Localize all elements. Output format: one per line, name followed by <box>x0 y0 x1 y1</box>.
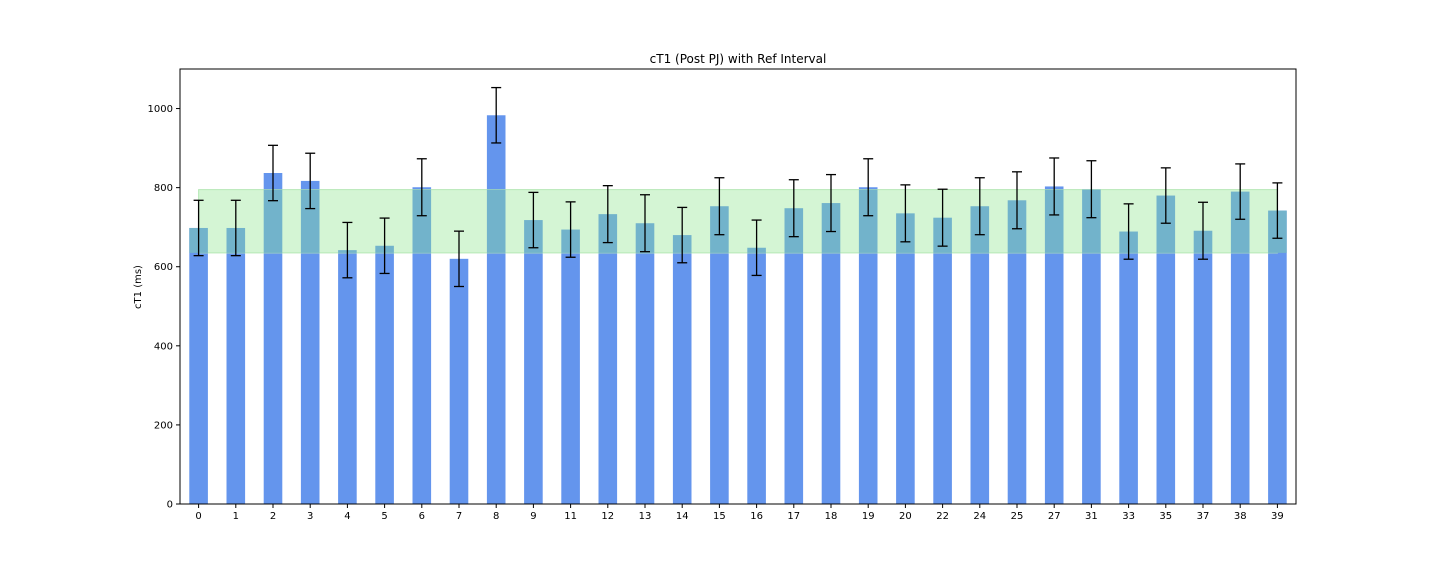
bar <box>970 206 990 505</box>
x-tick-label: 4 <box>344 511 350 522</box>
x-tick-label: 8 <box>493 511 499 522</box>
bar <box>747 247 766 504</box>
x-tick-label: 11 <box>564 511 577 522</box>
bar <box>1007 200 1027 505</box>
x-tick-label: 0 <box>195 511 201 522</box>
bar <box>449 258 469 504</box>
x-tick-label: 1 <box>233 511 239 522</box>
bar <box>896 213 915 504</box>
y-tick-label: 800 <box>154 183 173 194</box>
y-tick-label: 200 <box>154 420 173 431</box>
chart-title: cT1 (Post PJ) with Ref Interval <box>650 52 827 66</box>
bar <box>858 187 878 504</box>
reference-interval-band <box>198 189 1278 254</box>
x-tick-label: 7 <box>456 511 462 522</box>
bar-interval-overlap <box>263 189 283 253</box>
bar <box>263 173 283 504</box>
axes-frame <box>179 68 1297 505</box>
bar <box>338 250 357 504</box>
x-tick-label: 2 <box>270 511 276 522</box>
x-tick-label: 27 <box>1048 511 1061 522</box>
bar <box>598 214 618 504</box>
bar-interval-overlap <box>1044 189 1064 253</box>
x-tick-label: 25 <box>1011 511 1024 522</box>
bar <box>1119 231 1138 505</box>
bar <box>1082 189 1101 504</box>
x-tick-label: 22 <box>936 511 949 522</box>
x-tick-label: 38 <box>1234 511 1247 522</box>
bar <box>226 227 246 505</box>
x-tick-label: 9 <box>530 511 536 522</box>
bar-interval-overlap <box>300 189 320 253</box>
y-tick-label: 400 <box>154 341 173 352</box>
bar-interval-overlap <box>1082 189 1101 253</box>
bar <box>1193 230 1213 504</box>
bar <box>189 227 208 505</box>
y-axis-label: cT1 (ms) <box>133 265 144 309</box>
bar <box>412 187 432 504</box>
x-tick-label: 3 <box>307 511 313 522</box>
x-tick-label: 35 <box>1159 511 1172 522</box>
x-tick-label: 6 <box>419 511 425 522</box>
y-tick-label: 0 <box>167 500 173 511</box>
bar <box>300 180 320 504</box>
bar <box>1156 195 1176 504</box>
bar <box>635 223 655 504</box>
x-tick-label: 37 <box>1197 511 1210 522</box>
x-tick-label: 14 <box>676 511 689 522</box>
x-tick-label: 39 <box>1271 511 1284 522</box>
bar-interval-overlap <box>1156 195 1176 253</box>
bar <box>561 229 580 504</box>
x-tick-label: 31 <box>1085 511 1098 522</box>
x-tick-label: 18 <box>825 511 838 522</box>
bar <box>672 235 692 504</box>
bar <box>524 220 543 504</box>
x-tick-label: 17 <box>787 511 800 522</box>
bar <box>784 208 804 504</box>
y-tick-label: 600 <box>154 262 173 273</box>
bar-interval-overlap <box>1230 191 1250 253</box>
x-tick-label: 5 <box>381 511 387 522</box>
bar <box>375 245 394 504</box>
bar-interval-overlap <box>486 189 506 253</box>
bar <box>821 203 841 505</box>
x-tick-label: 24 <box>973 511 986 522</box>
bar <box>1268 210 1287 504</box>
y-tick-label: 1000 <box>148 104 173 115</box>
bar-interval-overlap <box>412 189 432 253</box>
bar <box>1230 191 1250 504</box>
x-tick-label: 19 <box>862 511 875 522</box>
x-tick-label: 15 <box>713 511 726 522</box>
x-tick-label: 13 <box>639 511 652 522</box>
bar <box>710 206 729 505</box>
bar-interval-overlap <box>858 189 878 253</box>
bar <box>486 115 506 504</box>
x-tick-label: 12 <box>601 511 614 522</box>
x-tick-label: 16 <box>750 511 763 522</box>
x-tick-label: 33 <box>1122 511 1135 522</box>
x-tick-label: 20 <box>899 511 912 522</box>
bar <box>933 217 952 504</box>
bar <box>1044 186 1064 504</box>
